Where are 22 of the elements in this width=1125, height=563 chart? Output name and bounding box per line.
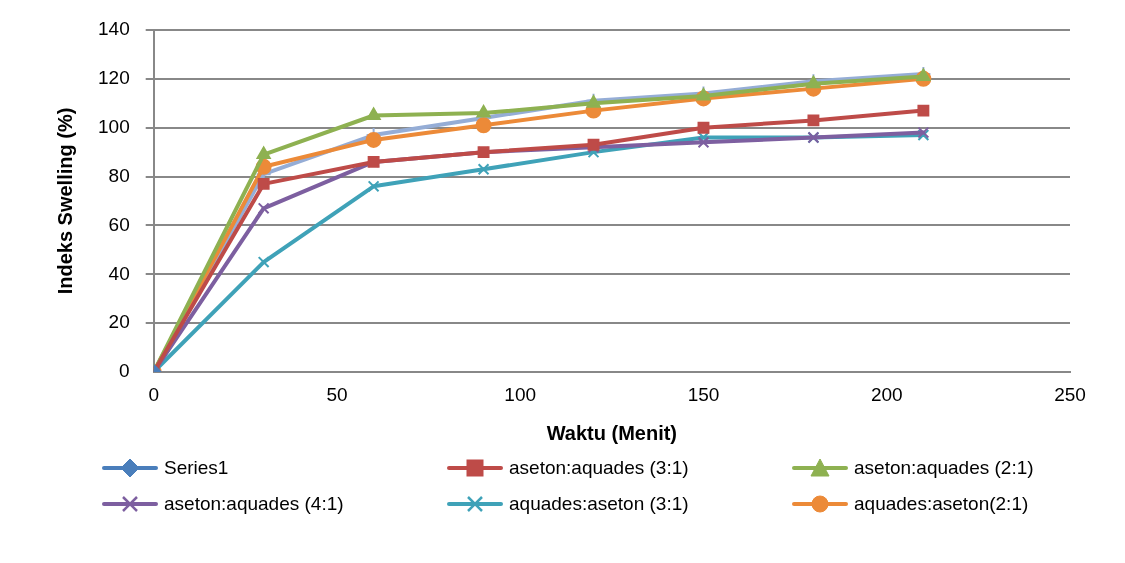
legend-label: aseton:aquades (4:1)	[164, 493, 344, 515]
y-tick-label: 40	[108, 262, 130, 284]
x-axis-title: Waktu (Menit)	[546, 421, 678, 444]
legend-label: aquades:aseton (3:1)	[509, 493, 689, 515]
y-tick-label: 100	[98, 115, 130, 137]
y-tick-label: 20	[108, 311, 130, 333]
x-tick-label: 0	[148, 383, 159, 405]
legend-label: aseton:aquades (2:1)	[854, 457, 1034, 479]
y-tick-label: 120	[98, 67, 130, 89]
y-tick-label: 0	[119, 360, 130, 382]
y-tick-label: 140	[98, 18, 130, 40]
legend-label: Series1	[164, 457, 229, 479]
legend-label: aseton:aquades (3:1)	[509, 457, 689, 479]
x-tick-label: 200	[870, 383, 903, 405]
x-tick-label: 100	[504, 383, 537, 405]
x-tick-label: 150	[687, 383, 720, 405]
y-axis-title: Indeks Swelling (%)	[53, 107, 76, 295]
legend-label: aquades:aseton(2:1)	[854, 493, 1029, 515]
y-tick-label: 80	[108, 164, 130, 186]
x-tick-label: 50	[326, 383, 348, 405]
x-tick-label: 250	[1054, 383, 1086, 405]
y-tick-label: 60	[108, 213, 130, 235]
